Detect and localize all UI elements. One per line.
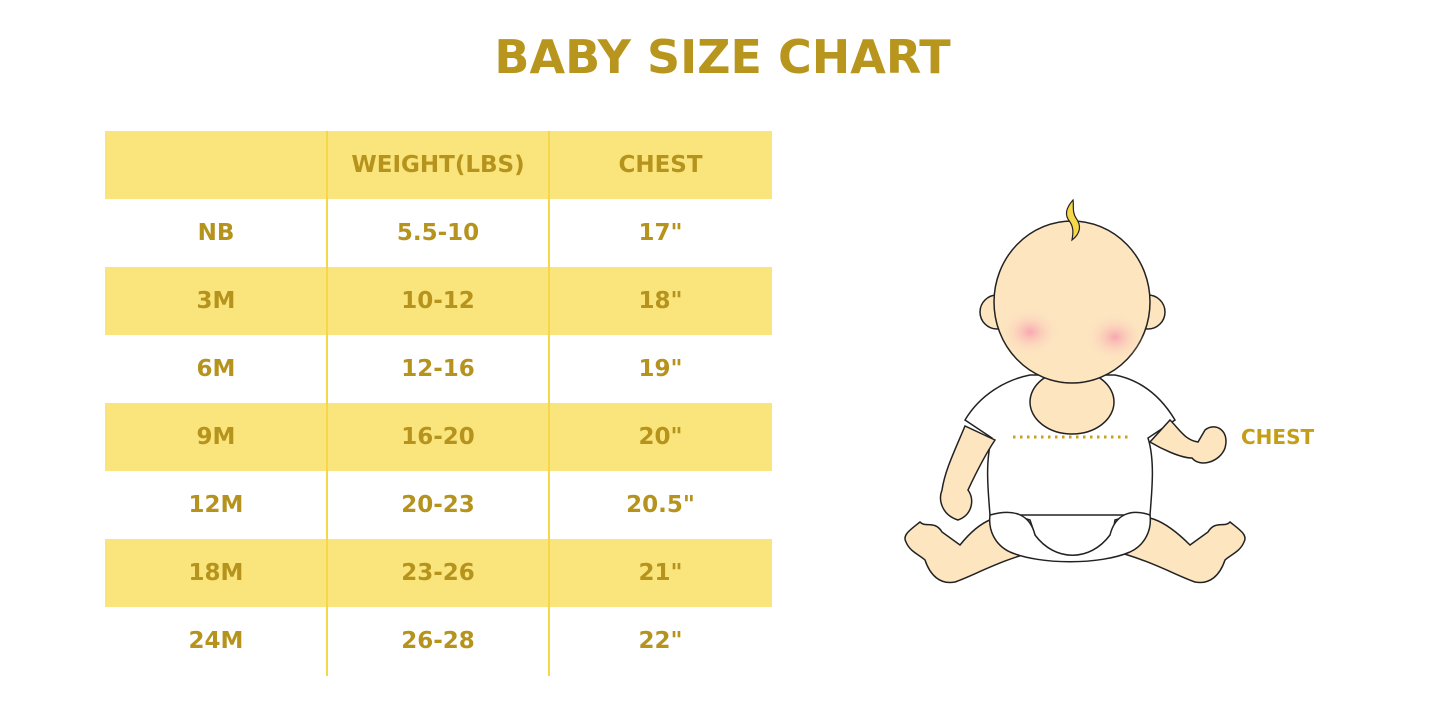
hair-tuft	[1065, 198, 1081, 242]
size-cell: 24M	[188, 628, 244, 654]
column-divider	[548, 131, 550, 676]
chest-label: CHEST	[1241, 425, 1315, 449]
size-cell: 12M	[188, 492, 244, 518]
weight-cell: 12-16	[401, 356, 475, 382]
shirt	[963, 374, 1177, 516]
size-cell: 9M	[196, 424, 236, 450]
right-cheek	[1085, 313, 1145, 361]
size-cell: 3M	[196, 288, 236, 314]
chest-cell: 22"	[638, 628, 683, 654]
chest-cell: 20.5"	[626, 492, 695, 518]
weight-cell: 16-20	[401, 424, 475, 450]
right-arm	[1148, 418, 1227, 464]
header-cell	[105, 131, 327, 199]
weight-cell: 23-26	[401, 560, 475, 586]
chest-cell: 18"	[638, 288, 683, 314]
table-row: 9M 16-20 20"	[105, 403, 772, 471]
page-title: BABY SIZE CHART	[494, 30, 951, 84]
weight-cell: 10-12	[401, 288, 475, 314]
diaper	[988, 511, 1152, 563]
left-arm	[939, 424, 997, 521]
left-cheek	[1000, 308, 1060, 356]
size-table: WEIGHT(LBS) CHEST NB 5.5-10 17" 3M 10-12…	[105, 131, 772, 675]
table-header-row: WEIGHT(LBS) CHEST	[105, 131, 772, 199]
chest-cell: 17"	[638, 220, 683, 246]
column-divider	[326, 131, 328, 676]
baby-illustration	[904, 198, 1246, 584]
chest-cell: 19"	[638, 356, 683, 382]
weight-cell: 20-23	[401, 492, 475, 518]
table-row: 18M 23-26 21"	[105, 539, 772, 607]
chest-cell: 20"	[638, 424, 683, 450]
table-row: 3M 10-12 18"	[105, 267, 772, 335]
table-row: NB 5.5-10 17"	[105, 199, 772, 267]
size-cell: 18M	[188, 560, 244, 586]
chest-cell: 21"	[638, 560, 683, 586]
table-row: 6M 12-16 19"	[105, 335, 772, 403]
table-row: 24M 26-28 22"	[105, 607, 772, 675]
size-cell: NB	[197, 220, 235, 246]
table-row: 12M 20-23 20.5"	[105, 471, 772, 539]
header-cell: WEIGHT(LBS)	[351, 152, 525, 178]
size-cell: 6M	[196, 356, 236, 382]
weight-cell: 26-28	[401, 628, 475, 654]
header-cell: CHEST	[618, 152, 703, 178]
weight-cell: 5.5-10	[396, 220, 480, 246]
